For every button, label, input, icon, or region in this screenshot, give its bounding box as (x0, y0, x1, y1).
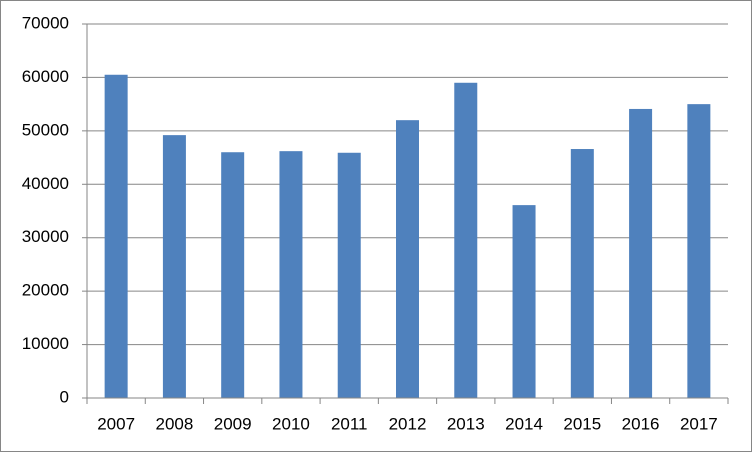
y-tick-label: 0 (60, 387, 69, 406)
bar (570, 149, 594, 398)
bar (162, 135, 186, 399)
x-tick-label: 2017 (680, 414, 718, 433)
y-tick-label: 20000 (22, 281, 69, 300)
x-tick-label: 2009 (214, 414, 252, 433)
bar (454, 82, 478, 399)
x-tick-label: 2007 (97, 414, 135, 433)
x-tick-label: 2008 (155, 414, 193, 433)
x-tick-label: 2012 (389, 414, 427, 433)
x-tick-label: 2016 (622, 414, 660, 433)
y-tick-label: 60000 (22, 67, 69, 86)
x-tick-label: 2013 (447, 414, 485, 433)
bar (687, 104, 711, 399)
x-tick-label: 2015 (563, 414, 601, 433)
bar (337, 152, 361, 398)
x-tick-label: 2011 (331, 414, 368, 433)
bar (221, 152, 245, 398)
bar (279, 151, 303, 398)
y-tick-label: 70000 (22, 13, 69, 32)
y-tick-label: 30000 (22, 227, 69, 246)
bar (396, 120, 419, 399)
x-tick-label: 2014 (505, 414, 543, 433)
y-tick-label: 40000 (22, 174, 69, 193)
bar (104, 74, 128, 398)
bar (512, 205, 536, 398)
x-tick-label: 2010 (272, 414, 310, 433)
y-tick-label: 50000 (22, 120, 69, 139)
y-tick-label: 10000 (22, 334, 69, 353)
bar (629, 108, 653, 399)
